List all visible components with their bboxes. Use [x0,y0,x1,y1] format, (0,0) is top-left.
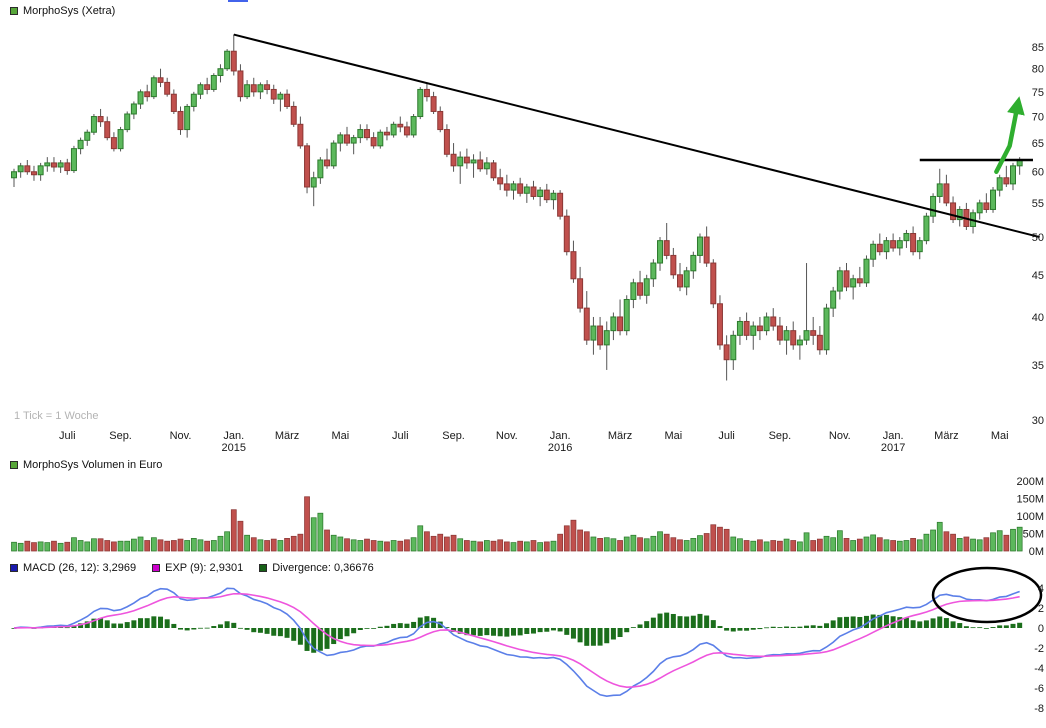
price-panel-header: MorphoSys (Xetra) [10,5,115,17]
divergence-series-swatch [259,564,268,572]
svg-text:Jan.: Jan. [883,430,904,442]
volume-series-swatch [10,461,18,469]
svg-text:März: März [275,430,299,442]
volume-bars [11,496,1023,552]
svg-text:50M: 50M [1023,529,1044,541]
candles [11,34,1023,381]
svg-text:Juli: Juli [59,430,76,442]
svg-text:Nov.: Nov. [496,430,518,442]
exp-line [13,592,1020,688]
svg-text:Mai: Mai [991,430,1009,442]
svg-text:März: März [608,430,632,442]
svg-text:Nov.: Nov. [829,430,851,442]
top-blue-artifact-line [228,0,248,2]
svg-text:4: 4 [1038,583,1044,595]
svg-text:-8: -8 [1034,703,1044,715]
svg-text:Sep.: Sep. [442,430,465,442]
svg-text:Jan.: Jan. [223,430,244,442]
svg-text:2015: 2015 [222,442,246,454]
svg-text:-2: -2 [1034,643,1044,655]
macd-line [13,587,1020,698]
macd-y-axis-labels: 4 2 0 -2 -4 -6 -8 [1034,583,1044,715]
macd-legend: MACD (26, 12): 3,2969 EXP (9): 2,9301 Di… [10,562,374,574]
divergence-histogram [11,612,1023,653]
svg-text:0M: 0M [1029,546,1044,558]
svg-text:Sep.: Sep. [109,430,132,442]
price-panel-title: MorphoSys (Xetra) [23,5,116,17]
tick-interval-note: 1 Tick = 1 Woche [14,410,99,422]
svg-text:Sep.: Sep. [769,430,792,442]
price-candlestick-chart: 85 80 75 70 65 60 55 50 45 40 35 30 Juli Sep. Nov. Jan.… [11,33,1044,454]
price-y-axis-labels: 85 80 75 70 65 60 55 50 45 40 35 30 [1032,42,1044,427]
svg-text:Jan.: Jan. [550,430,571,442]
svg-text:60: 60 [1032,167,1044,179]
svg-text:45: 45 [1032,270,1044,282]
svg-text:-4: -4 [1034,663,1044,675]
highlight-ellipse-annotation [931,566,1043,624]
macd-indicator-chart: 4 2 0 -2 -4 -6 -8 [11,566,1044,715]
svg-text:50: 50 [1032,232,1044,244]
svg-text:200M: 200M [1016,476,1044,488]
svg-text:85: 85 [1032,42,1044,54]
svg-text:Juli: Juli [392,430,409,442]
exp-series-swatch [152,564,161,572]
svg-text:-6: -6 [1034,683,1044,695]
svg-text:Mai: Mai [664,430,682,442]
svg-text:55: 55 [1032,198,1044,210]
svg-text:2016: 2016 [548,442,572,454]
exp-series-label: EXP (9): 2,9301 [165,562,244,574]
svg-text:65: 65 [1032,138,1044,150]
svg-text:Mai: Mai [331,430,349,442]
svg-text:40: 40 [1032,312,1044,324]
svg-text:80: 80 [1032,64,1044,76]
volume-bar-chart: 200M 150M 100M 50M 0M [11,476,1044,558]
svg-text:150M: 150M [1016,494,1044,506]
exp-legend-item: EXP (9): 2,9301 [152,562,243,574]
volume-panel-title: MorphoSys Volumen in Euro [23,459,163,471]
svg-text:100M: 100M [1016,511,1044,523]
svg-text:0: 0 [1038,623,1044,635]
volume-panel-header: MorphoSys Volumen in Euro [10,459,162,471]
svg-text:70: 70 [1032,112,1044,124]
svg-text:2: 2 [1038,603,1044,615]
svg-text:Nov.: Nov. [170,430,192,442]
price-annotations [233,33,1040,239]
svg-text:Juli: Juli [718,430,735,442]
divergence-series-label: Divergence: 0,36676 [272,562,374,574]
divergence-legend-item: Divergence: 0,36676 [259,562,374,574]
svg-text:März: März [934,430,958,442]
svg-text:2017: 2017 [881,442,905,454]
svg-text:30: 30 [1032,415,1044,427]
price-series-swatch [10,7,18,15]
macd-series-swatch [10,564,18,572]
svg-text:75: 75 [1032,87,1044,99]
macd-series-label: MACD (26, 12): 3,2969 [23,562,137,574]
volume-y-axis-labels: 200M 150M 100M 50M 0M [1016,476,1044,558]
svg-text:35: 35 [1032,360,1044,372]
macd-legend-item: MACD (26, 12): 3,2969 [10,562,136,574]
